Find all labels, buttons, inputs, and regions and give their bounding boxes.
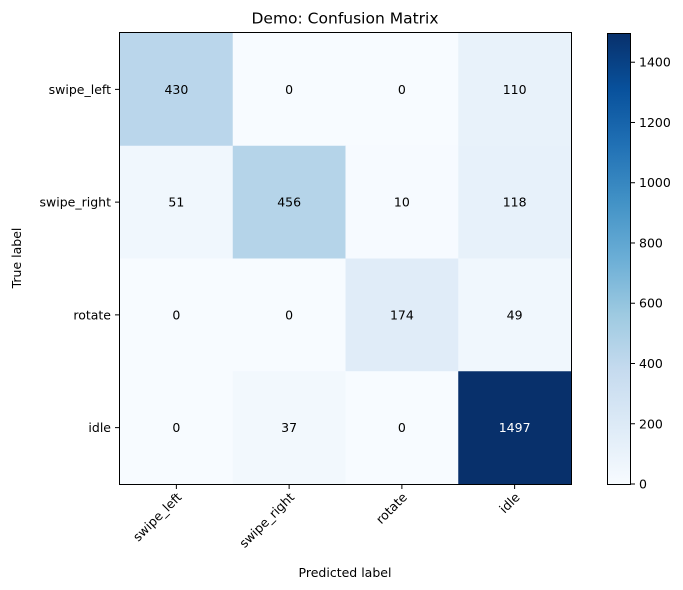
y-axis-label: True label xyxy=(9,228,24,290)
colorbar-tick-label: 600 xyxy=(639,296,663,311)
y-tick-label: swipe_left xyxy=(49,82,111,97)
heatmap-cell-label: 51 xyxy=(168,195,184,210)
x-tick-label: swipe_right xyxy=(236,489,297,550)
heatmap-cell xyxy=(232,258,347,372)
heatmap-cell-label: 0 xyxy=(285,307,293,322)
heatmap-cell-label: 0 xyxy=(398,82,406,97)
heatmap-cell-label: 0 xyxy=(398,420,406,435)
colorbar-tick-label: 1400 xyxy=(639,55,671,70)
heatmap-cell-label: 49 xyxy=(507,307,523,322)
chart-title: Demo: Confusion Matrix xyxy=(251,10,438,28)
colorbar-tick-label: 800 xyxy=(639,235,663,250)
x-tick-label: rotate xyxy=(373,489,410,526)
y-tick-label: idle xyxy=(88,420,111,435)
x-tick-label: swipe_left xyxy=(130,489,185,544)
y-tick-label: rotate xyxy=(73,307,111,322)
heatmap-cell-label: 174 xyxy=(390,307,414,322)
heatmap-cell-label: 0 xyxy=(172,307,180,322)
heatmap-cell xyxy=(120,145,234,260)
colorbar-tick-label: 1000 xyxy=(639,175,671,190)
heatmap-cell-label: 0 xyxy=(172,420,180,435)
x-axis-ticks: swipe_left swipe_right rotate idle xyxy=(130,484,523,551)
heatmap-cell xyxy=(120,371,234,485)
heatmap-cells xyxy=(120,33,572,485)
heatmap-cell xyxy=(232,33,347,147)
heatmap-cell xyxy=(458,33,572,147)
heatmap-cell xyxy=(120,33,234,147)
colorbar-tick-label: 1200 xyxy=(639,115,671,130)
heatmap-cell xyxy=(345,371,459,485)
heatmap-cell xyxy=(458,258,572,372)
heatmap-cell xyxy=(458,145,572,260)
heatmap-cell-label: 456 xyxy=(277,195,301,210)
colorbar-tick-label: 0 xyxy=(639,477,647,492)
y-tick-label: swipe_right xyxy=(40,195,112,210)
colorbar-tick-label: 400 xyxy=(639,356,663,371)
heatmap-cell-label: 118 xyxy=(503,195,527,210)
heatmap-cell xyxy=(232,145,347,260)
colorbar-ticks: 0 200 400 600 800 1000 1200 1400 xyxy=(630,55,671,492)
colorbar-gradient xyxy=(607,33,630,484)
plot-frame xyxy=(119,32,572,485)
colorbar-frame xyxy=(607,33,631,485)
heatmap-cell-label: 1497 xyxy=(499,420,531,435)
heatmap-cell-label: 10 xyxy=(394,195,410,210)
heatmap-cell xyxy=(232,371,347,485)
heatmap-cell xyxy=(345,145,459,260)
heatmap-cell-label: 37 xyxy=(281,420,297,435)
colorbar: 0 200 400 600 800 1000 1200 1400 xyxy=(607,33,671,492)
heatmap-cell-labels: 430 0 0 110 51 456 10 118 0 0 174 49 0 37 0 1497 xyxy=(164,82,530,435)
heatmap-cell xyxy=(345,33,459,147)
heatmap-cell xyxy=(120,258,234,372)
heatmap-cell xyxy=(345,258,459,372)
heatmap-cell xyxy=(458,371,572,485)
x-tick-label: idle xyxy=(496,489,523,516)
heatmap-cell-label: 0 xyxy=(285,82,293,97)
x-axis-label: Predicted label xyxy=(299,565,392,580)
colorbar-tick-label: 200 xyxy=(639,416,663,431)
heatmap-cell-label: 110 xyxy=(503,82,527,97)
heatmap-cell-label: 430 xyxy=(164,82,188,97)
